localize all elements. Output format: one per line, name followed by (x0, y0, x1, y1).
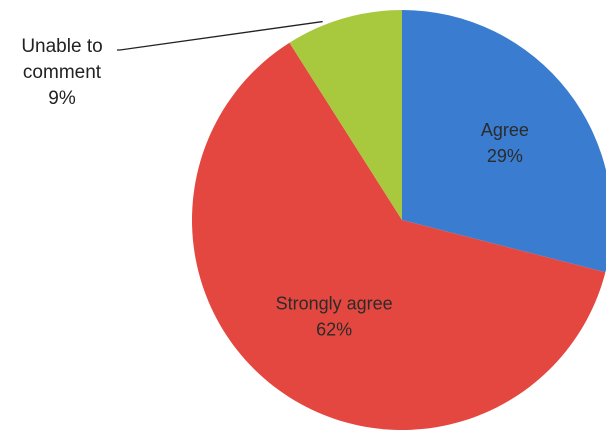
slice-label-agree: Agree (481, 120, 529, 140)
pie-slice-agree (402, 10, 606, 273)
slice-value-agree: 29% (487, 146, 523, 166)
pie-slice-strongly-agree (191, 42, 606, 430)
leader-line-unable-to-comment (117, 20, 323, 51)
pie-slice-unable-to-comment (289, 10, 402, 220)
slice-label-unable-to-comment-line-1: Unable to (21, 36, 102, 57)
slice-label-unable-to-comment-line-2: comment (23, 62, 102, 83)
slice-value-strongly-agree: 62% (316, 319, 352, 339)
slice-label-strongly-agree: Strongly agree (276, 293, 393, 313)
slice-value-unable-to-comment: 9% (48, 88, 76, 109)
